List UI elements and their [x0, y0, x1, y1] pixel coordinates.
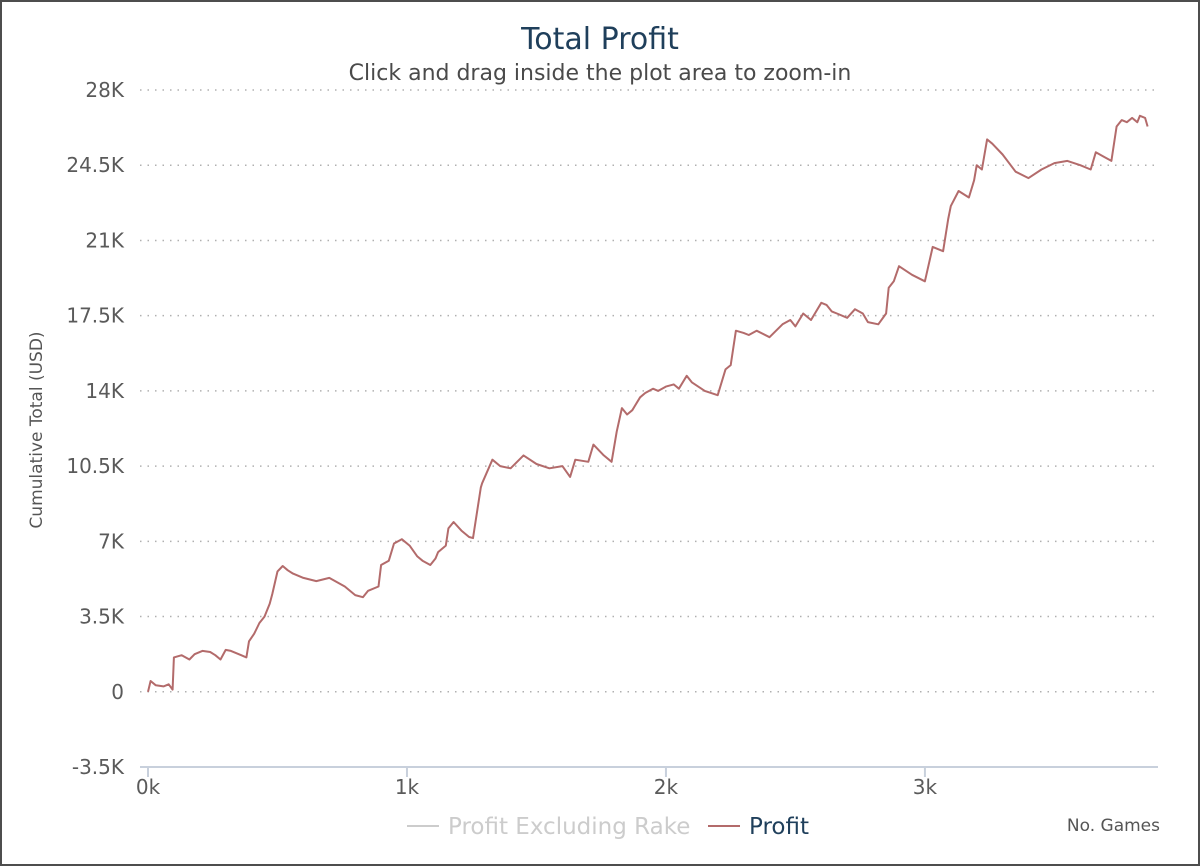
- y-tick-label: 10.5K: [66, 454, 125, 478]
- y-tick-label: 0: [111, 680, 124, 704]
- y-axis-title: Cumulative Total (USD): [27, 331, 47, 528]
- legend[interactable]: Profit Excluding Rake Profit: [407, 814, 809, 840]
- y-tick-label: 24.5K: [66, 153, 125, 177]
- y-tick-label: 7K: [98, 529, 125, 553]
- y-tick-label: 21K: [85, 228, 124, 252]
- x-axis-title: No. Games: [1067, 816, 1160, 836]
- x-tick-label: 0k: [136, 775, 161, 799]
- x-tick-label: 2k: [654, 775, 679, 799]
- y-tick-label: -3.5K: [72, 755, 125, 779]
- y-axis-tick-labels: -3.5K 0 3.5K 7K 10.5K 14K 17.5K 21K 24.5K 28K: [66, 78, 125, 779]
- y-tick-label: 14K: [85, 379, 124, 403]
- legend-label-profit-excluding-rake: Profit Excluding Rake: [448, 814, 690, 840]
- legend-label-profit: Profit: [749, 814, 809, 840]
- y-tick-label: 28K: [85, 78, 124, 102]
- x-tick-label: 1k: [395, 775, 420, 799]
- chart-title: Total Profit: [520, 22, 679, 57]
- chart-subtitle: Click and drag inside the plot area to z…: [349, 61, 852, 86]
- x-axis: 0k 1k 2k 3k: [136, 766, 1158, 799]
- x-tick-label: 3k: [913, 775, 938, 799]
- y-tick-label: 3.5K: [79, 605, 125, 629]
- series-lines[interactable]: [147, 114, 1149, 693]
- series-line-profit[interactable]: [147, 114, 1149, 693]
- legend-item-profit[interactable]: Profit: [708, 814, 809, 840]
- legend-item-profit-excluding-rake[interactable]: Profit Excluding Rake: [407, 814, 690, 840]
- y-tick-label: 17.5K: [66, 304, 125, 328]
- grid-lines: [140, 89, 1158, 693]
